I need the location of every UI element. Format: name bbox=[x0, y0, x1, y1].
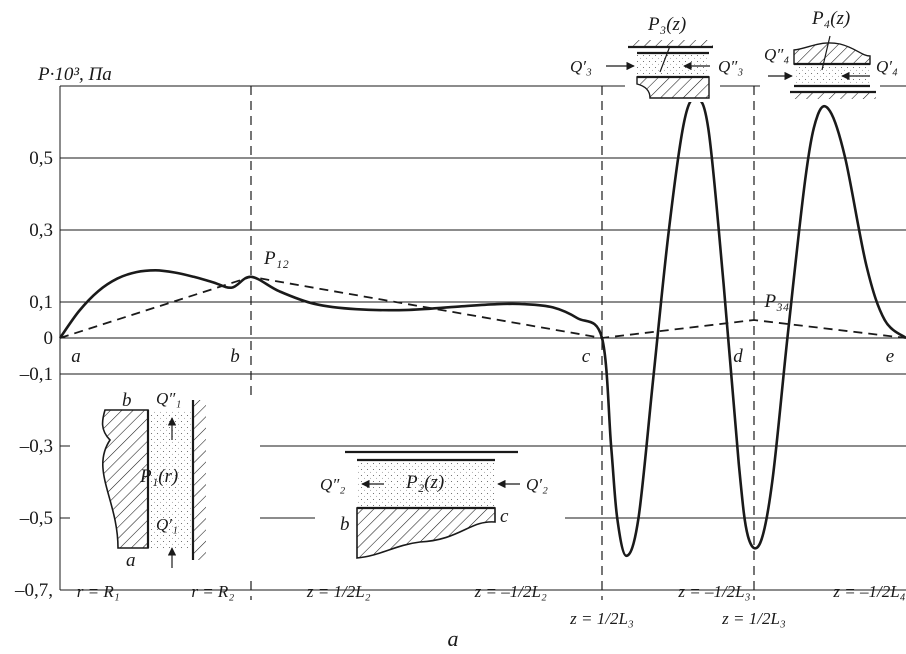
svg-text:Q′₁: Q′₁ bbox=[156, 515, 178, 534]
section-point-label: c bbox=[582, 346, 591, 367]
svg-text:Q″₃: Q″₃ bbox=[718, 57, 743, 76]
svg-text:Q″₂: Q″₂ bbox=[320, 475, 345, 494]
section-point-label: e bbox=[886, 346, 894, 367]
svg-text:b: b bbox=[340, 514, 350, 535]
y-axis-label: P·10³, Па bbox=[37, 64, 112, 85]
section-point-label: d bbox=[733, 346, 743, 367]
section-point-label: b bbox=[230, 346, 240, 367]
inset-bc-wall-hatched bbox=[356, 507, 496, 559]
inset-ab-outer-hatch bbox=[194, 400, 206, 560]
section-bound-label: z = –1/2L₄ bbox=[832, 582, 905, 601]
svg-text:a: a bbox=[126, 550, 136, 571]
svg-text:Q′₂: Q′₂ bbox=[526, 475, 548, 494]
linear-approximation-curve bbox=[59, 275, 906, 339]
svg-text:P₁(r): P₁(r) bbox=[139, 466, 178, 487]
svg-text:b: b bbox=[122, 390, 132, 411]
y-tick-label: 0 bbox=[44, 328, 54, 349]
y-tick-label: –0,3 bbox=[19, 436, 53, 457]
y-tick-label: 0,1 bbox=[29, 292, 53, 313]
inset-section-ab: b Q″₁ P₁(r) Q′₁ a bbox=[70, 389, 260, 575]
section-bound-label: r = R₁ bbox=[77, 582, 120, 601]
section-bound-label-below: z = 1/2L₃ bbox=[721, 609, 786, 628]
svg-text:Q′₃: Q′₃ bbox=[570, 57, 592, 76]
svg-text:P₄(z): P₄(z) bbox=[811, 8, 850, 29]
pressure-curve bbox=[58, 97, 906, 558]
section-bound-labels: r = R₁ r = R₂ z = 1/2L₂ z = –1/2L₂ z = –1/2L… bbox=[77, 582, 906, 628]
inset-section-de: P₄(z) Q″₄ Q′₄ bbox=[760, 8, 898, 102]
inset-ab-gap-fill bbox=[148, 410, 193, 548]
subfigure-label: a bbox=[448, 626, 459, 651]
y-tick-label: –0,1 bbox=[19, 364, 53, 385]
y-tick-labels: 0,5 0,3 0,1 0 –0,1 –0,3 –0,5 –0,7, bbox=[14, 148, 53, 601]
svg-text:Q′₄: Q′₄ bbox=[876, 57, 898, 76]
y-tick-label: –0,7, bbox=[14, 580, 53, 601]
svg-text:c: c bbox=[500, 506, 509, 527]
section-bound-label: z = 1/2L₂ bbox=[306, 582, 371, 601]
section-point-label: a bbox=[71, 346, 81, 367]
inset-ab-wall-hatched bbox=[101, 409, 149, 549]
svg-text:P₃(z): P₃(z) bbox=[647, 14, 686, 35]
svg-text:Q″₁: Q″₁ bbox=[156, 389, 181, 408]
inset-section-bc: Q″₂ P₂(z) Q′₂ b c bbox=[315, 448, 565, 560]
svg-text:Q″₄: Q″₄ bbox=[764, 45, 789, 64]
svg-text:P₂(z): P₂(z) bbox=[405, 472, 444, 493]
section-bound-label: z = –1/2L₂ bbox=[474, 582, 547, 601]
y-tick-label: 0,3 bbox=[29, 220, 53, 241]
section-point-labels: a b c d e bbox=[71, 346, 894, 367]
y-tick-label: 0,5 bbox=[29, 148, 53, 169]
inset-section-cd: P₃(z) Q′₃ Q″₃ bbox=[570, 14, 743, 102]
y-tick-label: –0,5 bbox=[19, 508, 53, 529]
curve-annotations: P₁₂ P₃₄ bbox=[263, 248, 789, 312]
section-bound-label: r = R₂ bbox=[191, 582, 234, 601]
section-bound-label-below: z = 1/2L₃ bbox=[569, 609, 634, 628]
curve-annotation: P₃₄ bbox=[764, 291, 790, 312]
curve-annotation: P₁₂ bbox=[263, 248, 289, 269]
section-bound-label: z = –1/2L₃ bbox=[677, 582, 750, 601]
